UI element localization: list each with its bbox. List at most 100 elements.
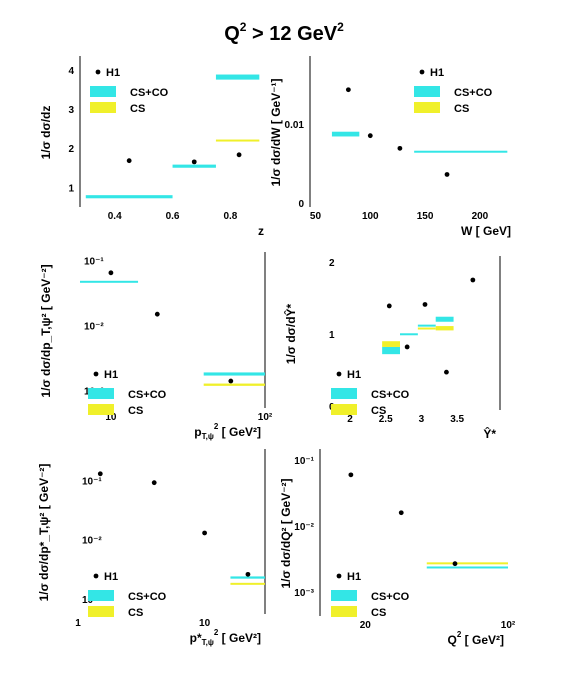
legend-h1-label: H1 bbox=[104, 571, 118, 583]
h1-data-point bbox=[470, 277, 476, 283]
legend-cs-swatch bbox=[331, 404, 357, 415]
h1-data-point bbox=[191, 159, 197, 165]
legend-cs-swatch bbox=[90, 102, 116, 113]
x-axis-label: p*T,ψ2 [ GeV²] bbox=[190, 628, 261, 647]
x-tick-label: 0.4 bbox=[108, 211, 122, 222]
h1-data-point bbox=[397, 145, 403, 151]
cs-co-band bbox=[435, 316, 454, 322]
h1-data-point bbox=[126, 158, 132, 164]
x-tick-label: 20 bbox=[360, 620, 372, 631]
legend-cs-co-label: CS+CO bbox=[371, 389, 410, 401]
y-tick-label: 10⁻¹ bbox=[84, 257, 104, 268]
y-axis-label: 1/σ dσ/dW [ GeV⁻¹] bbox=[269, 78, 283, 186]
h1-data-point bbox=[452, 561, 458, 567]
y-tick-label: 2 bbox=[329, 258, 335, 269]
cs-co-band bbox=[215, 74, 260, 80]
legend-cs-co-label: CS+CO bbox=[454, 87, 493, 99]
legend-cs-label: CS bbox=[454, 103, 469, 115]
cs-co-band bbox=[230, 576, 265, 579]
cs-co-band bbox=[203, 372, 265, 376]
y-tick-label: 10⁻¹ bbox=[294, 456, 314, 467]
legend-cs-co-swatch bbox=[331, 388, 357, 399]
cs-co-band bbox=[426, 566, 508, 569]
y-axis-label: 1/σ dσ/dz bbox=[39, 106, 53, 160]
legend-cs-label: CS bbox=[128, 607, 143, 619]
cs-co-band bbox=[400, 333, 418, 336]
cs-co-band bbox=[331, 131, 360, 137]
x-tick-label: 100 bbox=[362, 211, 379, 222]
y-tick-label: 0.01 bbox=[285, 120, 305, 131]
cs-band bbox=[435, 326, 454, 331]
x-tick-label: 0.8 bbox=[223, 211, 237, 222]
legend-cs-co-swatch bbox=[414, 86, 440, 97]
cs-co-band bbox=[414, 150, 508, 153]
legend-cs-swatch bbox=[414, 102, 440, 113]
y-axis-label: 1/σ dσ/dp_T,ψ² [ GeV⁻²] bbox=[39, 264, 53, 397]
cs-band bbox=[426, 562, 508, 565]
x-tick-label: 50 bbox=[310, 211, 322, 222]
h1-data-point bbox=[228, 378, 234, 384]
legend-h1-marker bbox=[336, 371, 342, 377]
legend-cs-co-label: CS+CO bbox=[128, 591, 167, 603]
legend-h1-marker bbox=[419, 69, 425, 75]
y-tick-label: 10⁻² bbox=[82, 536, 102, 547]
x-tick-label: 10 bbox=[199, 618, 211, 629]
cs-band bbox=[230, 582, 265, 585]
legend-cs-co-label: CS+CO bbox=[128, 389, 167, 401]
h1-data-point bbox=[422, 302, 428, 307]
cs-band bbox=[417, 327, 436, 330]
legend-h1-label: H1 bbox=[347, 369, 361, 381]
legend-h1-marker bbox=[336, 573, 342, 579]
h1-data-point bbox=[108, 270, 114, 276]
y-tick-label: 10⁻² bbox=[84, 322, 104, 333]
y-tick-label: 10⁻¹ bbox=[82, 477, 102, 488]
legend-cs-swatch bbox=[88, 606, 114, 617]
h1-data-point bbox=[236, 152, 242, 158]
y-tick-label: 10⁻² bbox=[294, 522, 314, 533]
legend-h1-label: H1 bbox=[104, 369, 118, 381]
x-tick-label: 0.6 bbox=[166, 211, 180, 222]
x-axis-label: z bbox=[258, 224, 264, 238]
cs-band bbox=[215, 139, 260, 142]
y-axis-label: 1/σ dσ/dp*_T,ψ² [ GeV⁻²] bbox=[37, 464, 51, 602]
h1-data-point bbox=[348, 472, 354, 478]
x-tick-label: 10² bbox=[258, 412, 273, 423]
legend-cs-co-label: CS+CO bbox=[130, 87, 169, 99]
h1-data-point bbox=[444, 172, 450, 177]
legend: H1 CS+CO CS bbox=[331, 369, 410, 417]
x-tick-label: 150 bbox=[417, 211, 434, 222]
h1-data-point bbox=[444, 369, 449, 375]
legend-h1-label: H1 bbox=[347, 571, 361, 583]
cs-band bbox=[382, 341, 400, 347]
y-tick-label: 10⁻³ bbox=[294, 588, 314, 599]
panel-z: 0.4 0.6 0.8 1 2 3 4 z 1/σ dσ/dz H1 CS+CO CS bbox=[39, 56, 264, 238]
x-axis-label: Ŷ* bbox=[483, 426, 496, 441]
legend-cs-label: CS bbox=[130, 103, 145, 115]
h1-data-point bbox=[386, 303, 392, 309]
h1-data-point bbox=[97, 471, 103, 477]
legend-h1-label: H1 bbox=[106, 67, 120, 79]
h1-data-point bbox=[345, 87, 351, 93]
legend-cs-co-swatch bbox=[331, 590, 357, 601]
cs-co-band bbox=[417, 324, 436, 327]
x-tick-label: 2.5 bbox=[379, 414, 393, 425]
legend-cs-label: CS bbox=[371, 405, 386, 417]
figure-title: Q2 > 12 GeV2 bbox=[224, 20, 344, 45]
legend-h1-marker bbox=[93, 371, 99, 377]
legend-h1-label: H1 bbox=[430, 67, 444, 79]
x-tick-label: 1 bbox=[75, 618, 81, 629]
x-tick-label: 2 bbox=[347, 414, 353, 425]
cs-co-band bbox=[85, 195, 173, 199]
h1-data-point bbox=[202, 530, 207, 536]
legend-cs-co-swatch bbox=[88, 590, 114, 601]
panel-W: 50 100 150 200 0 0.01 W [ GeV] 1/σ dσ/dW [ GeV⁻… bbox=[269, 56, 511, 238]
legend: H1 CS+CO CS bbox=[90, 67, 169, 115]
h1-data-point bbox=[151, 480, 157, 486]
legend-cs-label: CS bbox=[371, 607, 386, 619]
x-tick-label: 3.5 bbox=[450, 414, 464, 425]
y-tick-label: 3 bbox=[68, 105, 74, 116]
y-tick-label: 0 bbox=[298, 199, 304, 210]
